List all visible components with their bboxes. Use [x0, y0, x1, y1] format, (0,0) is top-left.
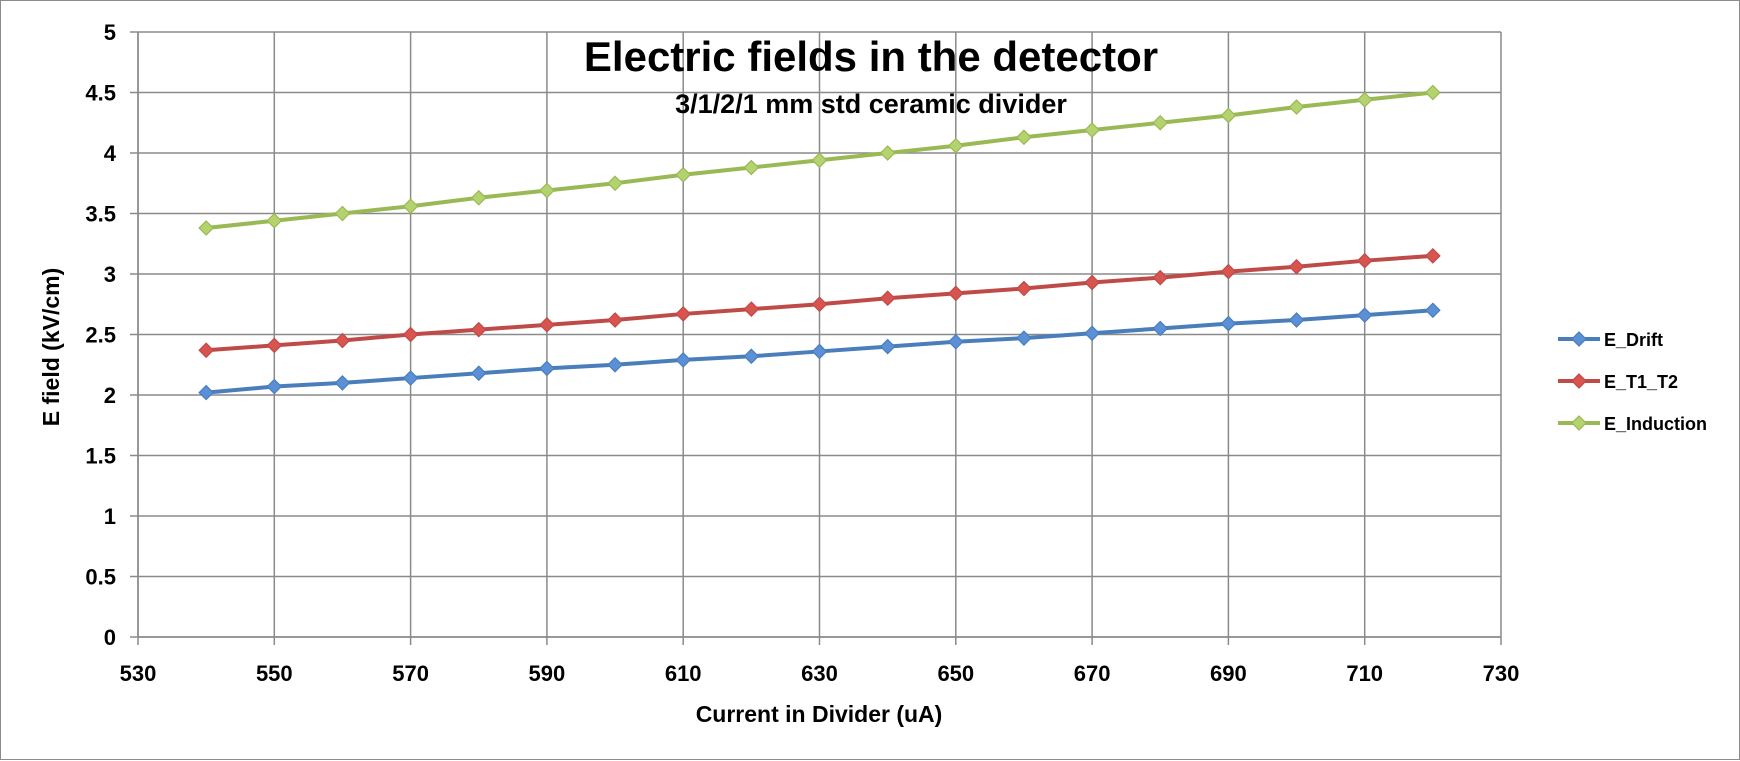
data-point-E_T1_T2 [1356, 252, 1373, 269]
chart-subtitle: 3/1/2/1 mm std ceramic divider [675, 89, 1067, 119]
data-point-E_Drift [811, 343, 828, 360]
data-point-E_T1_T2 [1288, 258, 1305, 275]
y-tick-label: 3.5 [85, 202, 116, 227]
data-point-E_Induction [743, 159, 760, 176]
y-tick-label: 1 [104, 504, 116, 529]
data-point-E_T1_T2 [607, 312, 623, 328]
y-tick-label: 2.5 [85, 323, 116, 348]
data-point-E_T1_T2 [675, 306, 692, 322]
x-axis-title: Current in Divider (uA) [696, 701, 943, 727]
data-point-E_T1_T2 [539, 316, 555, 333]
data-point-E_Induction [947, 137, 964, 154]
data-point-E_Induction [1356, 91, 1373, 108]
data-point-E_Induction [811, 152, 828, 169]
y-axis-title: E field (kV/cm) [38, 268, 64, 426]
data-point-E_Induction [1425, 84, 1441, 101]
data-point-E_Drift [1425, 302, 1441, 319]
x-tick-label: 530 [120, 661, 157, 686]
data-point-E_Induction [402, 198, 419, 215]
legend-marker [1571, 331, 1587, 347]
data-point-E_Induction [539, 182, 555, 199]
data-point-E_Induction [470, 189, 487, 206]
data-point-E_T1_T2 [470, 321, 487, 338]
x-tick-label: 570 [392, 661, 429, 686]
data-point-E_Drift [607, 356, 623, 373]
y-tick-label: 0.5 [85, 565, 116, 590]
data-point-E_Drift [1016, 330, 1032, 346]
y-tick-label: 5 [104, 20, 116, 45]
data-point-E_Drift [1356, 307, 1373, 323]
data-point-E_Induction [266, 212, 283, 229]
data-point-E_Induction [198, 220, 214, 236]
data-point-E_Induction [1084, 122, 1100, 138]
data-point-E_Drift [743, 348, 760, 365]
x-tick-label: 690 [1210, 661, 1247, 686]
legend-label: E_T1_T2 [1604, 372, 1678, 392]
x-tick-label: 590 [529, 661, 566, 686]
series-lines [198, 84, 1441, 401]
data-point-E_T1_T2 [1220, 263, 1237, 280]
data-point-E_Drift [1084, 325, 1100, 342]
data-point-E_Drift [402, 370, 419, 386]
data-point-E_Drift [266, 378, 283, 395]
data-point-E_T1_T2 [402, 326, 419, 343]
y-tick-label: 2 [104, 383, 116, 408]
data-point-E_Drift [470, 365, 487, 382]
legend-label: E_Drift [1604, 330, 1663, 350]
data-point-E_T1_T2 [1425, 248, 1441, 264]
data-point-E_Drift [879, 338, 896, 355]
x-tick-label: 650 [937, 661, 974, 686]
data-point-E_T1_T2 [334, 332, 351, 349]
data-point-E_Drift [675, 352, 692, 368]
data-point-E_Drift [1220, 315, 1237, 332]
legend-marker [1571, 373, 1587, 389]
legend-label: E_Induction [1604, 414, 1707, 434]
chart-title: Electric fields in the detector [584, 33, 1158, 80]
x-tick-label: 670 [1074, 661, 1111, 686]
data-point-E_Induction [607, 175, 623, 192]
data-point-E_T1_T2 [1016, 280, 1032, 297]
data-point-E_T1_T2 [266, 337, 283, 354]
x-tick-label: 630 [801, 661, 838, 686]
x-tick-label: 710 [1346, 661, 1383, 686]
data-point-E_T1_T2 [198, 342, 214, 359]
data-point-E_Induction [1220, 107, 1237, 124]
x-tick-label: 730 [1483, 661, 1520, 686]
data-point-E_T1_T2 [879, 290, 896, 307]
data-point-E_Drift [1152, 320, 1169, 337]
data-point-E_T1_T2 [743, 301, 760, 317]
y-tick-label: 3 [104, 262, 116, 287]
data-point-E_T1_T2 [947, 285, 964, 302]
data-point-E_T1_T2 [1152, 269, 1169, 286]
x-tick-label: 610 [665, 661, 702, 686]
data-point-E_T1_T2 [811, 296, 828, 313]
data-point-E_Drift [334, 375, 351, 391]
y-tick-label: 4.5 [85, 81, 116, 106]
data-point-E_Drift [539, 360, 555, 377]
tick-labels: 0 0.5 1 1.5 2 2.5 3 3.5 4 4.5 5 530 550 570 590 610 630 6… [85, 20, 1519, 686]
data-point-E_Drift [198, 384, 214, 401]
x-tick-label: 550 [256, 661, 293, 686]
legend-marker [1571, 415, 1587, 431]
data-point-E_Induction [1016, 129, 1032, 146]
data-point-E_Induction [334, 205, 351, 222]
data-point-E_Induction [879, 145, 896, 161]
data-point-E_Induction [1152, 114, 1169, 131]
y-tick-label: 0 [104, 625, 116, 650]
data-point-E_Drift [947, 333, 964, 350]
y-tick-label: 1.5 [85, 444, 116, 469]
legend: E_Drift E_T1_T2 E_Induction [1558, 330, 1707, 434]
data-point-E_Drift [1288, 312, 1305, 328]
axes [130, 31, 1502, 645]
y-tick-label: 4 [104, 141, 117, 166]
data-point-E_Induction [675, 166, 692, 183]
data-point-E_T1_T2 [1084, 274, 1100, 291]
data-point-E_Induction [1288, 99, 1305, 115]
